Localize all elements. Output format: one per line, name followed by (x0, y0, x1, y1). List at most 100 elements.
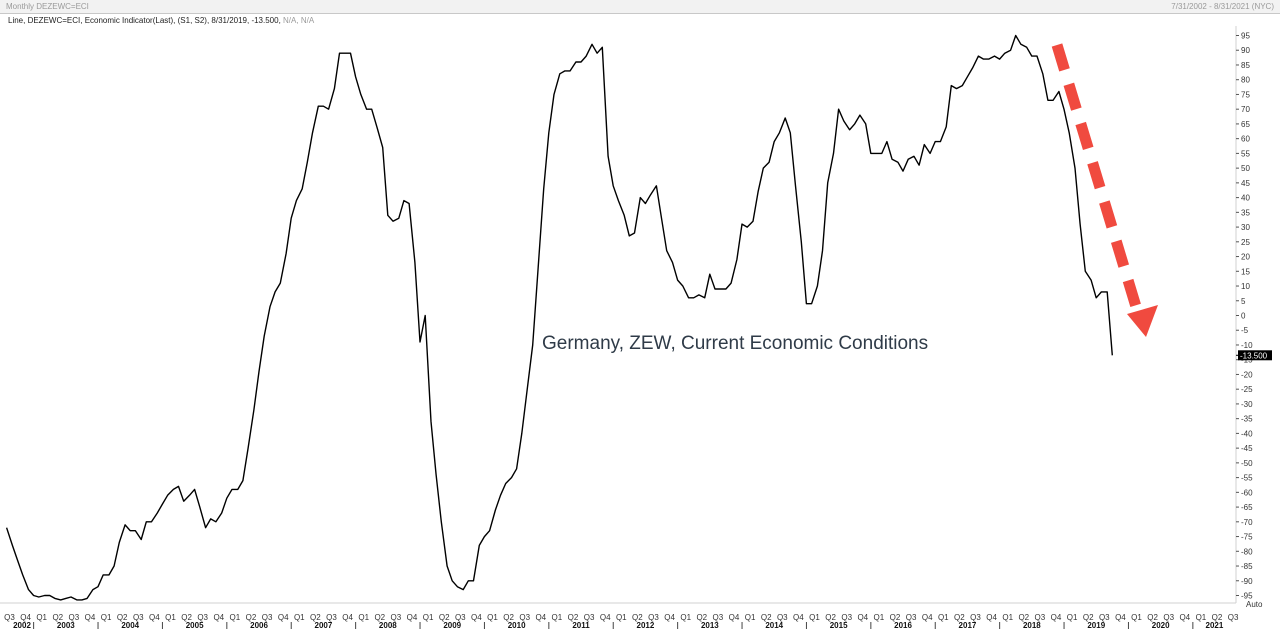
quarter-label: Q4 (793, 613, 804, 622)
year-label: 2004 (121, 621, 139, 629)
y-tick-label: 95 (1241, 32, 1250, 41)
y-tick-label: 0 (1241, 312, 1246, 321)
quarter-label: Q1 (487, 613, 498, 622)
quarter-label: Q1 (680, 613, 691, 622)
quarter-label: Q4 (535, 613, 546, 622)
year-label: 2015 (830, 621, 848, 629)
window-titlebar: Monthly DEZEWC=ECI 7/31/2002 - 8/31/2021… (0, 0, 1280, 14)
quarter-label: Q2 (696, 613, 707, 622)
quarter-label: Q3 (906, 613, 917, 622)
y-tick-label: 20 (1241, 253, 1250, 262)
quarter-label: Q4 (278, 613, 289, 622)
quarter-label: Q2 (954, 613, 965, 622)
quarter-label: Q3 (777, 613, 788, 622)
quarter-label: Q3 (4, 613, 15, 622)
quarter-label: Q4 (407, 613, 418, 622)
quarter-label: Q1 (423, 613, 434, 622)
quarter-label: Q1 (616, 613, 627, 622)
quarter-label: Q1 (745, 613, 756, 622)
quarter-label: Q3 (69, 613, 80, 622)
quarter-label: Q2 (310, 613, 321, 622)
quarter-label: Q2 (1018, 613, 1029, 622)
quarter-label: Q2 (439, 613, 450, 622)
quarter-label: Q1 (809, 613, 820, 622)
y-tick-label: 45 (1241, 179, 1250, 188)
y-tick-label: 5 (1241, 297, 1246, 306)
quarter-label: Q2 (1083, 613, 1094, 622)
quarter-label: Q3 (455, 613, 466, 622)
y-tick-label: -50 (1241, 459, 1253, 468)
y-tick-label: -85 (1241, 562, 1253, 571)
quarter-label: Q3 (713, 613, 724, 622)
quarter-label: Q2 (246, 613, 257, 622)
quarter-label: Q2 (1212, 613, 1223, 622)
year-label: 2017 (959, 621, 977, 629)
year-label: 2020 (1152, 621, 1170, 629)
y-tick-label: 75 (1241, 90, 1250, 99)
y-tick-label: 25 (1241, 238, 1250, 247)
y-tick-label: 10 (1241, 282, 1250, 291)
quarter-label: Q1 (1067, 613, 1078, 622)
quarter-label: Q1 (552, 613, 563, 622)
quarter-label: Q3 (648, 613, 659, 622)
quarter-label: Q1 (36, 613, 47, 622)
date-range: 7/31/2002 - 8/31/2021 (NYC) (1171, 2, 1274, 11)
y-tick-label: 85 (1241, 61, 1250, 70)
quarter-label: Q3 (262, 613, 273, 622)
quarter-label: Q2 (568, 613, 579, 622)
quarter-label: Q3 (584, 613, 595, 622)
quarter-label: Q1 (358, 613, 369, 622)
quarter-label: Q3 (1099, 613, 1110, 622)
y-tick-label: 65 (1241, 120, 1250, 129)
quarter-label: Q2 (374, 613, 385, 622)
y-tick-label: -90 (1241, 577, 1253, 586)
quarter-label: Q2 (503, 613, 514, 622)
quarter-label: Q4 (1051, 613, 1062, 622)
year-label: 2005 (186, 621, 204, 629)
quarter-label: Q3 (326, 613, 337, 622)
quarter-label: Q2 (52, 613, 63, 622)
y-tick-label: 80 (1241, 76, 1250, 85)
quarter-label: Q1 (294, 613, 305, 622)
year-label: 2021 (1206, 621, 1224, 629)
quarter-label: Q3 (197, 613, 208, 622)
year-label: 2013 (701, 621, 719, 629)
y-tick-label: 60 (1241, 135, 1250, 144)
legend-muted: N/A, N/A (283, 16, 315, 25)
series-legend: Line, DEZEWC=ECI, Economic Indicator(Las… (8, 16, 314, 25)
quarter-label: Q1 (1002, 613, 1013, 622)
quarter-label: Q2 (181, 613, 192, 622)
y-tick-label: -35 (1241, 415, 1253, 424)
y-tick-label: -25 (1241, 385, 1253, 394)
window-title: Monthly DEZEWC=ECI (6, 2, 89, 11)
year-label: 2007 (315, 621, 333, 629)
quarter-label: Q3 (519, 613, 530, 622)
quarter-label: Q4 (149, 613, 160, 622)
y-tick-label: 90 (1241, 46, 1250, 55)
quarter-label: Q3 (391, 613, 402, 622)
quarter-label: Q1 (230, 613, 241, 622)
quarter-label: Q3 (970, 613, 981, 622)
quarter-label: Q4 (922, 613, 933, 622)
quarter-label: Q4 (986, 613, 997, 622)
quarter-label: Q3 (1163, 613, 1174, 622)
quarter-label: Q3 (1035, 613, 1046, 622)
quarter-label: Q4 (471, 613, 482, 622)
quarter-label: Q1 (101, 613, 112, 622)
y-tick-label: 40 (1241, 194, 1250, 203)
y-tick-label: -95 (1241, 592, 1253, 601)
trend-arrow-head (1127, 305, 1158, 337)
y-tick-label: -20 (1241, 370, 1253, 379)
quarter-label: Q4 (1179, 613, 1190, 622)
year-label: 2019 (1087, 621, 1105, 629)
y-tick-label: -80 (1241, 547, 1253, 556)
quarter-label: Q1 (165, 613, 176, 622)
y-tick-label: -55 (1241, 474, 1253, 483)
quarter-label: Q4 (729, 613, 740, 622)
quarter-label: Q4 (342, 613, 353, 622)
trend-arrow-shaft (1051, 43, 1143, 312)
quarter-label: Q4 (857, 613, 868, 622)
quarter-label: Q3 (1228, 613, 1239, 622)
last-value-label: -13.500 (1240, 351, 1268, 360)
